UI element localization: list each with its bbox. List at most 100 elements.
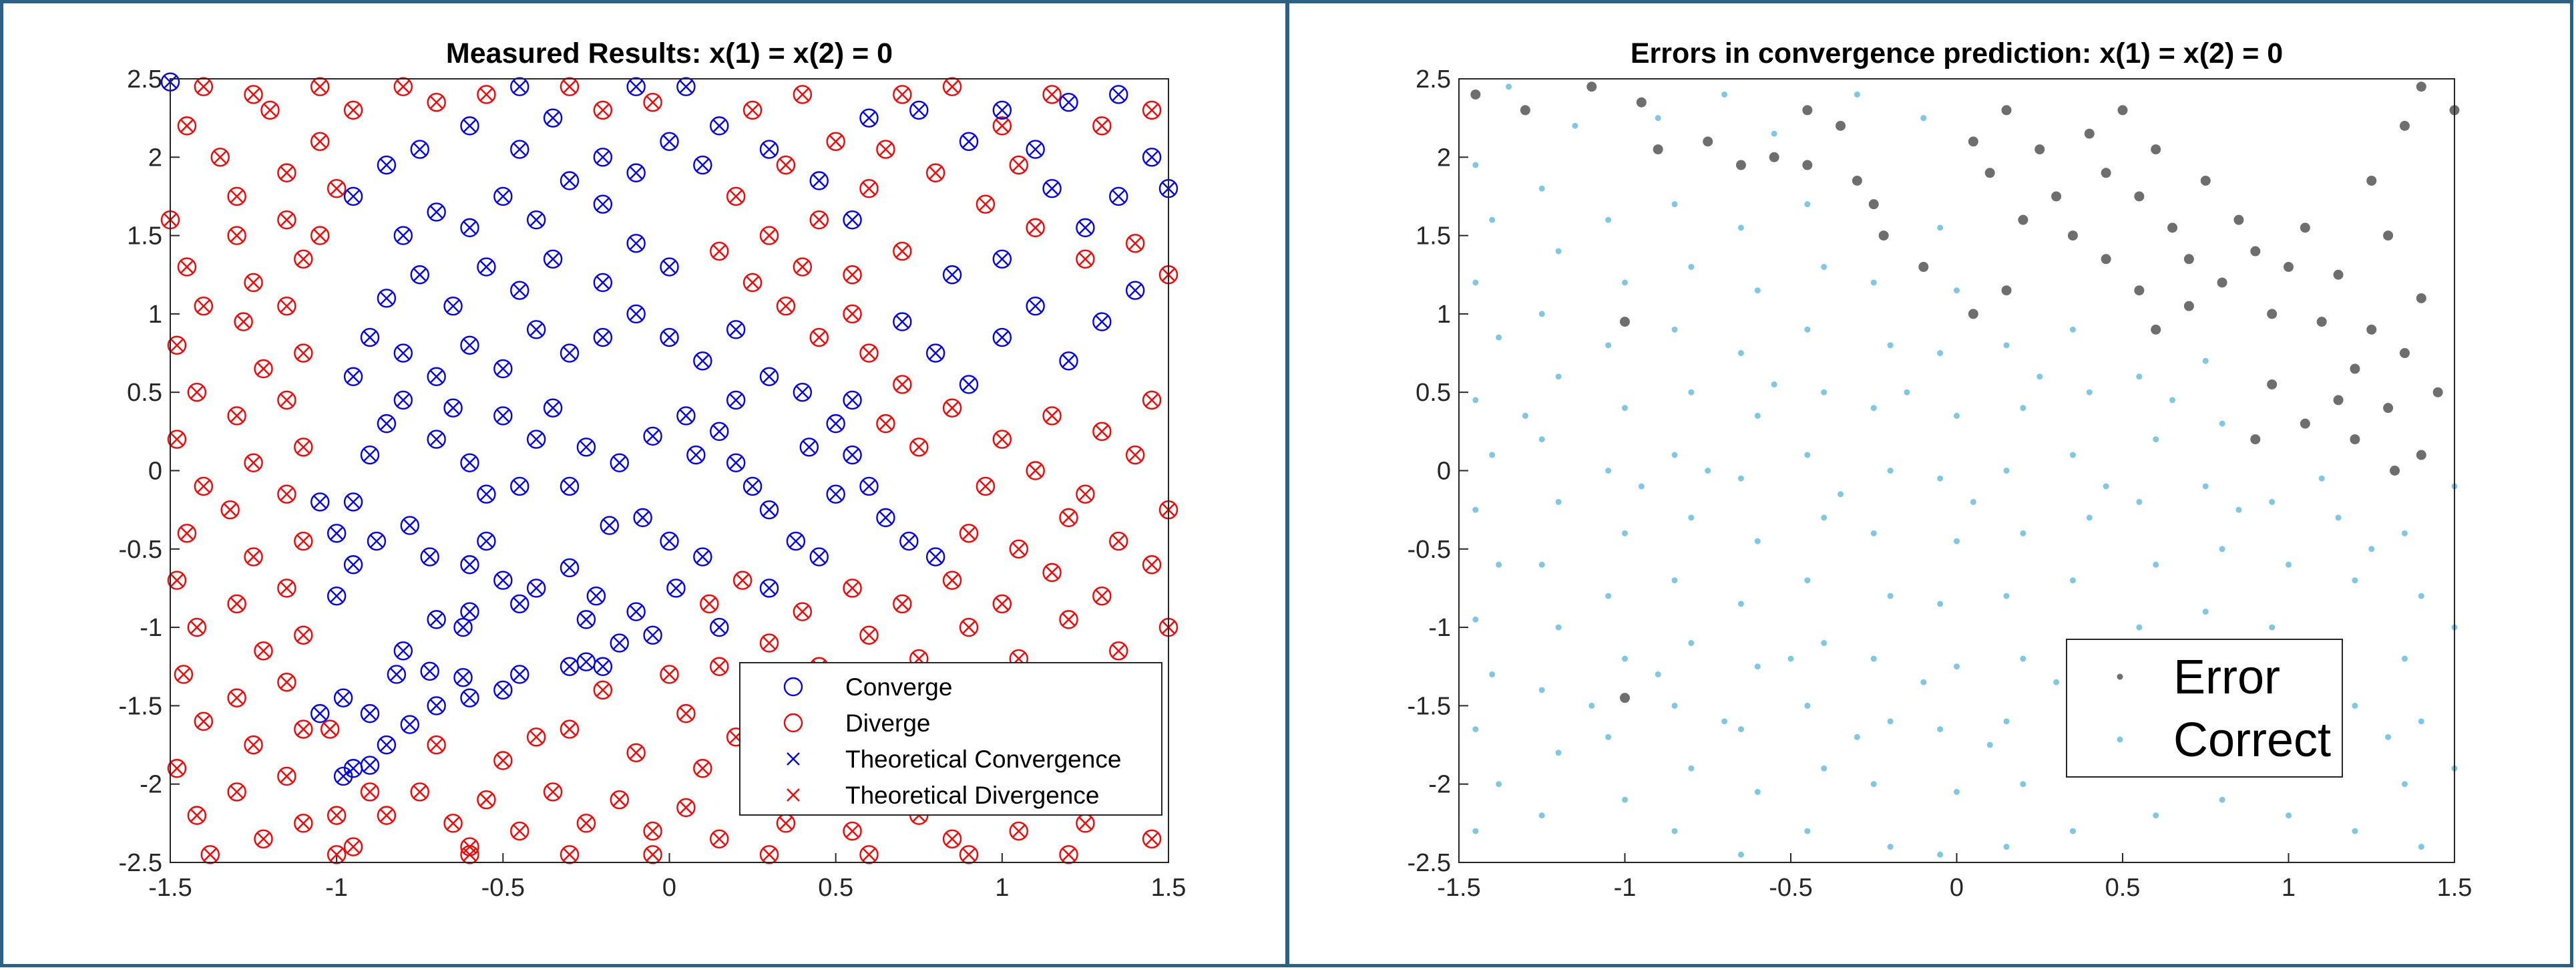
error-point [2267, 379, 2278, 389]
correct-point [1688, 514, 1695, 521]
converge-point [453, 667, 473, 687]
diverge-point [294, 814, 313, 833]
diverge-point [732, 571, 753, 590]
correct-point [1472, 397, 1479, 403]
converge-point [710, 116, 729, 136]
converge-point [643, 625, 662, 645]
error-point [2432, 387, 2443, 397]
diverge-point [167, 430, 187, 449]
converge-point [427, 367, 446, 386]
correct-point [1472, 506, 1479, 513]
error-point [1735, 160, 1746, 170]
correct-point [2219, 796, 2225, 803]
axes-box [1458, 78, 2455, 863]
diverge-point [310, 77, 330, 96]
diverge-point [443, 814, 463, 833]
converge-point [726, 390, 746, 410]
correct-point [2153, 812, 2159, 819]
converge-point [1142, 148, 1162, 167]
y-tick-label: 0.5 [1416, 379, 1451, 407]
converge-point [925, 547, 945, 567]
correct-point [1954, 538, 1960, 544]
error-point [2200, 175, 2211, 186]
legend-item: Theoretical Convergence [787, 746, 1121, 773]
x-tick-label: 1.5 [1151, 874, 1187, 902]
y-tick-label: 1 [148, 301, 162, 329]
correct-point [2069, 326, 2076, 333]
diverge-point [992, 430, 1012, 449]
correct-point [1737, 475, 1744, 482]
converge-point [510, 476, 529, 496]
diverge-point [543, 782, 563, 802]
correct-point [1671, 828, 1678, 834]
correct-point [1655, 671, 1661, 677]
error-point [2250, 246, 2261, 257]
diverge-point [843, 579, 862, 598]
error-point [2416, 293, 2426, 303]
error-point [2399, 348, 2410, 359]
diverge-point [254, 641, 273, 661]
correct-point [1870, 781, 1877, 788]
correct-point [1737, 224, 1744, 231]
correct-point [1737, 350, 1744, 357]
error-point [2101, 254, 2111, 265]
diverge-point [1009, 155, 1028, 175]
converge-point [343, 186, 363, 206]
correct-point [1870, 279, 1877, 286]
correct-point [1771, 381, 1777, 387]
diverge-point [992, 116, 1012, 136]
correct-point [1472, 162, 1479, 168]
correct-point [2136, 373, 2143, 380]
converge-point [1109, 85, 1128, 104]
correct-point [1622, 796, 1628, 803]
converge-point [460, 218, 479, 238]
x-tick-label: 1.5 [2437, 874, 2473, 902]
diverge-point [294, 625, 313, 645]
converge-point [400, 516, 419, 535]
converge-point [859, 108, 879, 128]
converge-point [626, 234, 646, 253]
converge-point [799, 438, 819, 457]
diverge-point [560, 845, 580, 864]
converge-point [460, 453, 479, 472]
correct-point [2202, 357, 2209, 364]
correct-point [1854, 734, 1860, 740]
correct-point [1538, 812, 1545, 819]
diverge-point [327, 806, 347, 825]
diverge-point [277, 296, 296, 316]
converge-point [626, 602, 646, 621]
diverge-point [643, 821, 662, 841]
legend-box [739, 662, 1162, 816]
converge-point [959, 132, 979, 152]
correct-point [1771, 130, 1777, 137]
x-tick-label: -1 [1614, 874, 1637, 902]
correct-point [1754, 412, 1761, 419]
correct-point [1821, 514, 1828, 521]
diverge-point [942, 398, 962, 418]
converge-point [676, 77, 696, 96]
converge-point [377, 414, 397, 434]
converge-point [710, 617, 729, 637]
error-point [2183, 254, 2194, 265]
converge-point [377, 735, 397, 755]
converge-point [633, 508, 652, 528]
legend-marker-dot [2117, 673, 2123, 680]
correct-point [2003, 342, 2010, 349]
correct-point [2385, 734, 2392, 740]
error-point [1802, 105, 1813, 116]
converge-point [660, 132, 679, 152]
diverge-point [177, 524, 197, 543]
error-point [2167, 222, 2178, 233]
correct-point [1870, 655, 1877, 662]
diverge-point [959, 617, 979, 637]
correct-point [2352, 577, 2358, 584]
converge-point [453, 617, 473, 637]
correct-point [1572, 122, 1578, 129]
converge-point [343, 555, 363, 575]
diverge-point [626, 743, 646, 762]
diverge-point [759, 633, 779, 653]
diverge-point [859, 845, 879, 864]
diverge-point [876, 140, 895, 159]
diverge-point [859, 343, 879, 363]
correct-point [1472, 726, 1479, 733]
